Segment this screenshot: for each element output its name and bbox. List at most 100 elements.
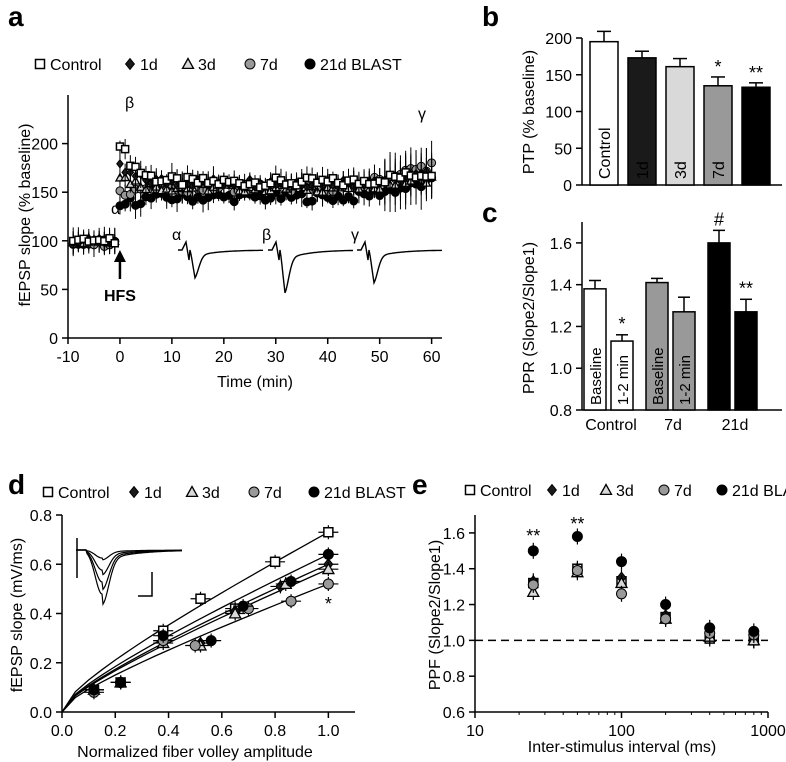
legend-marker-3-1 (128, 485, 140, 499)
panel-e-point-3-0 (527, 579, 539, 591)
legend-marker-4-1 (546, 483, 558, 497)
panel-d: d Control 1d 3d 7d 21d BLAST 0.0 0.2 0.4 0.6 0.8 0.… (8, 469, 406, 761)
panel-a-x-tick-label: 50 (371, 349, 389, 366)
panel-a-point (339, 180, 348, 190)
panel-b-bar-label-0: Control (597, 127, 614, 179)
legend-label-3-0: Control (58, 485, 110, 502)
panel-a-y-tick-label: 0 (49, 331, 58, 348)
panel-a-x-tick-label: 20 (215, 349, 233, 366)
panel-d-x-tick-label: 0.0 (51, 723, 73, 740)
panel-c: c 0.8 1.0 1.2 1.4 1.6 PPR (Slope2/Slope1) Basel… (482, 197, 782, 434)
example-trace-2 (357, 239, 443, 286)
panel-d-x-tick-label: 0.6 (211, 723, 233, 740)
panel-b-y-tick-label: 100 (545, 105, 572, 122)
legend-marker-0-0 (34, 58, 46, 70)
panel-e-point-3-2 (616, 588, 627, 600)
panel-e-point-4-1 (571, 530, 583, 542)
legend-marker-3-0 (42, 486, 54, 498)
panel-d-point-4-1 (115, 676, 127, 688)
panel-a-point (328, 174, 338, 183)
panel-a-y-tick-label: 200 (31, 137, 58, 154)
panel-d-x-axis-label: Normalized fiber volley amplitude (77, 744, 313, 761)
panel-c-bar-label-5: 1-2 min (739, 355, 756, 405)
panel-a-point (380, 178, 390, 187)
panel-a-x-tick-label: 10 (163, 349, 181, 366)
panel-b-significance-3: * (714, 57, 721, 77)
legend-label-4-4: 21d BLAST (732, 483, 786, 500)
panel-d-point-0-6 (323, 526, 334, 538)
legend-marker-3-4 (308, 486, 320, 498)
panel-e-x-tick-label: 100 (608, 723, 635, 740)
legend-label-0-2: 3d (198, 57, 216, 74)
panel-a-x-tick-label: -10 (56, 349, 79, 366)
legend-marker-0-2 (181, 57, 195, 70)
panel-e-point-4-5 (748, 625, 760, 637)
legend-marker-0-3 (244, 58, 256, 70)
panel-d-point-4-3 (205, 635, 217, 647)
panel-b-bar-label-3: 7d (711, 161, 728, 179)
gamma-label: γ (418, 106, 426, 123)
panel-a-point (172, 174, 182, 183)
legend-marker-4-2 (599, 483, 613, 496)
panel-a-series-0 (68, 138, 436, 255)
panel-e-y-tick-label: 1.4 (443, 562, 465, 579)
panel-d-y-tick-label: 0.2 (30, 656, 52, 673)
panel-a-point (349, 196, 359, 206)
panel-a-point (136, 199, 146, 209)
panel-a-x-tick-label: 40 (319, 349, 337, 366)
panel-e-x-axis-label: Inter-stimulus interval (ms) (528, 739, 716, 756)
panel-letter-3: d (8, 469, 25, 500)
panel-d-point-2-4 (228, 606, 242, 619)
legend-marker-3-3 (248, 486, 260, 498)
panel-e-x-tick-label: 1000 (750, 723, 786, 740)
panel-a-x-axis-label: Time (min) (217, 374, 293, 391)
panel-e-point-3-1 (571, 565, 583, 577)
panel-d-point-0-5 (269, 556, 281, 568)
panel-e-point-3-3 (660, 613, 672, 625)
legend-label-0-0: Control (50, 57, 102, 74)
panel-letter-0: a (8, 1, 24, 32)
panel-d-point-4-4 (237, 600, 249, 612)
panel-a-point (307, 174, 317, 183)
panel-d-point-3-5 (285, 595, 297, 607)
panel-a-point (116, 159, 124, 169)
panel-e-point-4-2 (616, 556, 627, 568)
panel-a-y-tick-label: 150 (31, 185, 58, 202)
panel-c-group-label-2: 21d (722, 417, 749, 434)
panel-a-point (266, 179, 275, 188)
panel-c-significance-1: * (618, 314, 625, 334)
panel-d-y-tick-label: 0.4 (30, 607, 52, 624)
panel-a-x-tick-label: 0 (115, 349, 124, 366)
legend-label-4-1: 1d (562, 483, 580, 500)
panel-b-y-tick-label: 50 (554, 141, 572, 158)
panel-c-y-axis-label: PPR (Slope2/Slope1) (521, 242, 538, 394)
panel-a-x-tick-label: 60 (423, 349, 441, 366)
panel-a-y-tick-label: 100 (31, 234, 58, 251)
beta-label: β (125, 95, 134, 112)
legend-label-3-1: 1d (144, 485, 162, 502)
panel-c-bar-label-4: Baseline (712, 347, 729, 405)
panel-a-point (250, 178, 260, 187)
panel-letter-1: b (482, 1, 499, 32)
panel-d-point-4-0 (88, 684, 100, 696)
panel-b-y-tick-label: 200 (545, 31, 572, 48)
panel-d-point-0-3 (195, 593, 206, 604)
panel-d-fit-0 (61, 531, 329, 713)
panel-b-bar-1 (627, 57, 657, 186)
legend-label-3-2: 3d (202, 485, 220, 502)
legend-marker-0-4 (304, 58, 316, 70)
panel-e-y-tick-label: 1.0 (443, 633, 465, 650)
panel-d-point-3-3 (189, 640, 201, 652)
panel-e-significance-0: ** (526, 526, 540, 546)
panel-d-y-tick-label: 0.8 (30, 508, 52, 525)
panel-a-y-axis-label: fEPSP slope (% baseline) (17, 124, 34, 307)
panel-d-point-4-6 (322, 548, 334, 560)
panel-a-point (193, 178, 203, 188)
panel-c-y-tick-label: 1.6 (550, 236, 572, 253)
legend-marker-4-3 (658, 484, 670, 496)
legend-label-0-1: 1d (140, 57, 158, 74)
panel-d-point-3-6 (322, 578, 334, 590)
panel-a-point (110, 239, 119, 248)
panel-e-y-tick-label: 0.8 (443, 669, 465, 686)
